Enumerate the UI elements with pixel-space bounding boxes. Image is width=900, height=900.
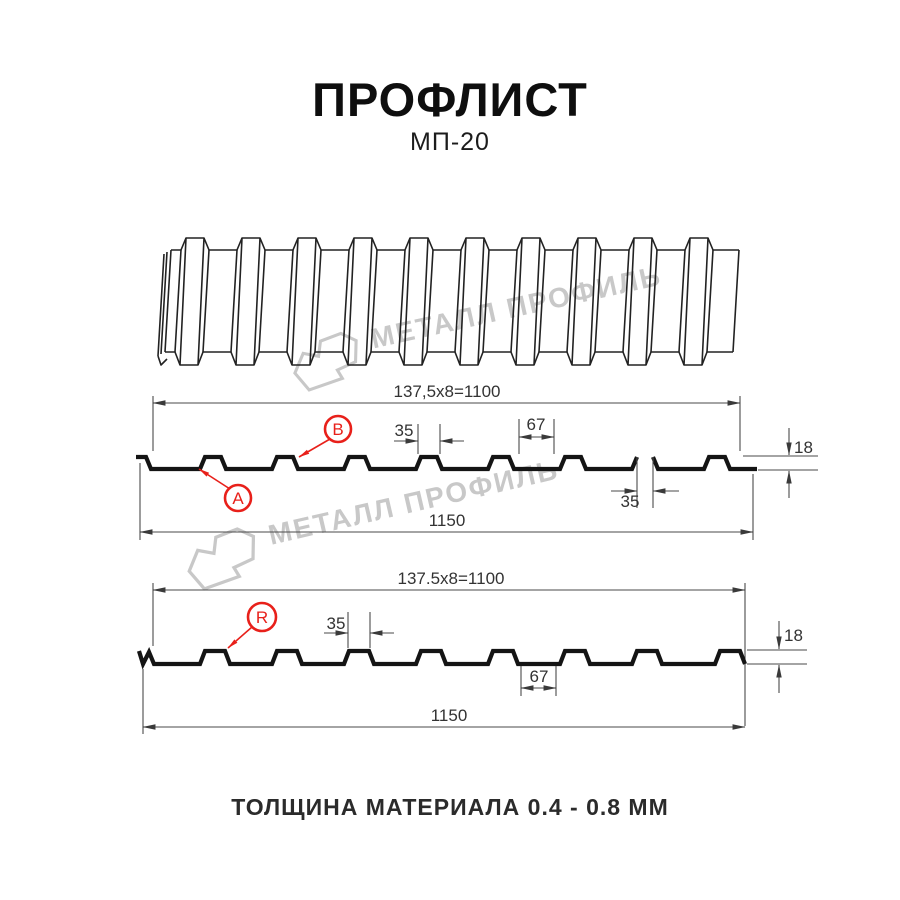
dim-label-total-width: 1150 (431, 706, 468, 725)
dim-label-valley: 67 (527, 415, 546, 434)
dim-height-18: 18 (747, 621, 807, 693)
callout-a-label: A (232, 489, 244, 508)
dim-rib-top-35-lower: 35 (611, 457, 679, 511)
profile-outline-r (136, 646, 747, 670)
dim-label-height: 18 (794, 438, 813, 457)
metall-profil-logo-icon (187, 527, 256, 591)
dim-valley-67: 67 (518, 415, 555, 454)
dim-label-top-width: 137,5x8=1100 (394, 382, 501, 401)
watermark-lower: МЕТАЛЛ ПРОФИЛЬ (177, 452, 568, 598)
sheet-3d-lines (157, 237, 740, 366)
dim-top-width: 137.5x8=1100 (152, 569, 746, 726)
dim-valley-67: 67 (520, 666, 557, 696)
dim-label-height: 18 (784, 626, 803, 645)
sheet-3d-drawing (157, 237, 740, 366)
dim-rib-top-35: 35 (394, 421, 464, 454)
callout-r: R (227, 601, 278, 649)
callout-a: A (198, 468, 253, 513)
callout-b-label: B (332, 420, 343, 439)
dim-label-rib-top: 35 (327, 614, 346, 633)
dim-height-18: 18 (743, 428, 818, 498)
dim-total-width: 1150 (142, 669, 746, 734)
dim-total-width: 1150 (139, 463, 754, 540)
dim-label-rib-top-lower: 35 (621, 492, 640, 511)
dim-label-valley: 67 (530, 667, 549, 686)
callout-b: B (298, 414, 353, 458)
profile-outline-a (136, 454, 757, 472)
section-r-drawing: 137.5x8=1100 35 67 18 (136, 569, 807, 734)
callout-r-label: R (256, 608, 268, 627)
dim-rib-top-35: 35 (324, 612, 394, 648)
dim-label-top-width: 137.5x8=1100 (398, 569, 505, 588)
page-subtitle: МП-20 (410, 128, 490, 156)
dim-label-rib-top: 35 (395, 421, 414, 440)
dim-label-total-width: 1150 (429, 511, 466, 530)
thickness-note: ТОЛЩИНА МАТЕРИАЛА 0.4 - 0.8 ММ (231, 794, 669, 820)
page-title: ПРОФЛИСТ (312, 73, 588, 126)
section-a-drawing: 137,5x8=1100 35 67 35 (136, 382, 818, 540)
dim-top-width: 137,5x8=1100 (152, 382, 741, 451)
